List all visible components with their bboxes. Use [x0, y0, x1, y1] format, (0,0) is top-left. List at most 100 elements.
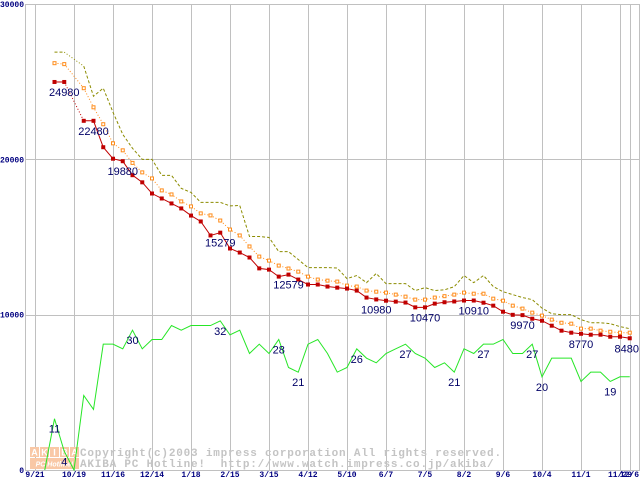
data-label: 24980 — [49, 87, 80, 99]
x-tick-label: 12/14 — [140, 471, 164, 480]
series-2-marker — [335, 285, 340, 290]
x-tick-label: 1/18 — [181, 471, 200, 480]
series-1-marker — [198, 211, 203, 216]
y-tick-label: 10000 — [0, 312, 24, 321]
data-label: 8770 — [569, 339, 593, 351]
series-2-marker — [423, 305, 427, 310]
series-1-marker — [150, 176, 154, 181]
series-1-marker — [62, 62, 67, 67]
series-1-marker — [218, 218, 223, 223]
series-1-marker — [442, 294, 447, 299]
x-tick-label: 8/2 — [457, 471, 472, 480]
series-1-marker — [432, 295, 437, 300]
series-1-gap-line — [63, 63, 85, 89]
series-1-marker — [403, 294, 408, 299]
series-1-marker — [120, 148, 125, 153]
series-2-marker — [306, 282, 310, 287]
series-1-marker — [471, 291, 476, 296]
series-1-marker — [306, 274, 310, 279]
series-2-gap-line — [63, 81, 85, 122]
x-tick-label: 6/7 — [379, 471, 394, 480]
data-label: 20 — [536, 382, 548, 394]
series-2-marker — [559, 328, 564, 333]
series-2-marker — [627, 336, 632, 341]
series-2-marker — [218, 230, 223, 235]
data-label: 8480 — [615, 343, 639, 355]
series-0 — [54, 51, 630, 330]
series-2-marker — [403, 300, 408, 305]
series-1-marker — [52, 61, 57, 66]
series-1-marker — [91, 105, 96, 110]
series-2-marker — [598, 332, 603, 337]
series-1-marker — [267, 258, 271, 263]
series-1-marker — [559, 320, 564, 325]
series-1-marker — [81, 86, 86, 91]
data-label: 26 — [351, 354, 363, 366]
series-2-marker — [257, 266, 262, 271]
series-1-marker — [598, 328, 603, 333]
series-3 — [44, 320, 630, 472]
series-1-marker — [208, 213, 213, 218]
series-1-marker — [325, 278, 330, 283]
x-tick-label: 9/21 — [25, 471, 44, 480]
y-tick-label: 20000 — [0, 156, 24, 165]
series-2-marker — [374, 297, 379, 302]
series-2-marker — [267, 267, 271, 272]
logo-subtitle-box — [30, 458, 79, 469]
series-1-marker — [130, 160, 135, 165]
series-0-line — [83, 65, 630, 330]
series-2-marker — [81, 118, 86, 123]
series-1-marker — [374, 289, 379, 294]
series-2-marker — [442, 300, 447, 305]
series-1-marker — [335, 279, 340, 284]
series-1-marker — [540, 313, 544, 318]
series — [44, 51, 632, 472]
series-1-marker — [111, 141, 115, 146]
series-2-marker — [228, 246, 232, 251]
grid — [25, 4, 640, 471]
series-2-marker — [471, 298, 476, 303]
series-2-marker — [413, 305, 418, 310]
series-1-marker — [179, 199, 184, 204]
data-label: 21 — [448, 377, 460, 389]
series-2-marker — [91, 118, 96, 123]
data-label: 9970 — [510, 320, 534, 332]
series-2-marker — [501, 309, 505, 314]
logo-letter: I — [53, 448, 56, 458]
series-2-marker — [120, 159, 125, 164]
series-2-marker — [579, 331, 583, 336]
series-2-marker — [159, 196, 164, 201]
series-3-line — [44, 320, 630, 472]
data-label: 10910 — [458, 306, 489, 318]
data-label: 11 — [49, 424, 60, 436]
series-2-marker — [530, 316, 535, 321]
series-0-gap-line — [63, 51, 85, 67]
series-2-marker — [549, 323, 554, 328]
series-2-marker — [345, 286, 349, 291]
series-1-marker — [247, 244, 252, 249]
series-1-marker — [140, 170, 145, 175]
series-1-marker — [257, 254, 262, 259]
series-1-line — [83, 87, 630, 334]
data-label: 10980 — [361, 304, 392, 316]
series-2-marker — [491, 303, 496, 308]
series-2-marker — [247, 255, 252, 260]
series-2 — [52, 79, 632, 341]
series-1-marker — [549, 317, 554, 322]
data-label: 12579 — [273, 280, 304, 292]
series-2-marker — [198, 219, 203, 224]
logo-letter-box — [50, 447, 59, 457]
series-1-marker — [462, 290, 466, 295]
series-2-marker — [140, 180, 145, 185]
series-1-marker — [276, 263, 281, 268]
series-1-marker — [101, 122, 106, 127]
copyright-line-1: Copyright(c)2003 impress corporation All… — [80, 448, 502, 460]
y-tick-label: 0 — [19, 467, 24, 476]
series-1-marker — [579, 326, 583, 331]
watermark: A K I B A PC Hotline! Copyright(c)2003 i… — [30, 447, 502, 471]
data-label: 32 — [214, 326, 226, 338]
series-1-marker — [627, 330, 632, 335]
copyright-line-2: AKIBA PC Hotline! http://www.watch.impre… — [80, 459, 494, 471]
series-2-marker — [510, 312, 515, 317]
